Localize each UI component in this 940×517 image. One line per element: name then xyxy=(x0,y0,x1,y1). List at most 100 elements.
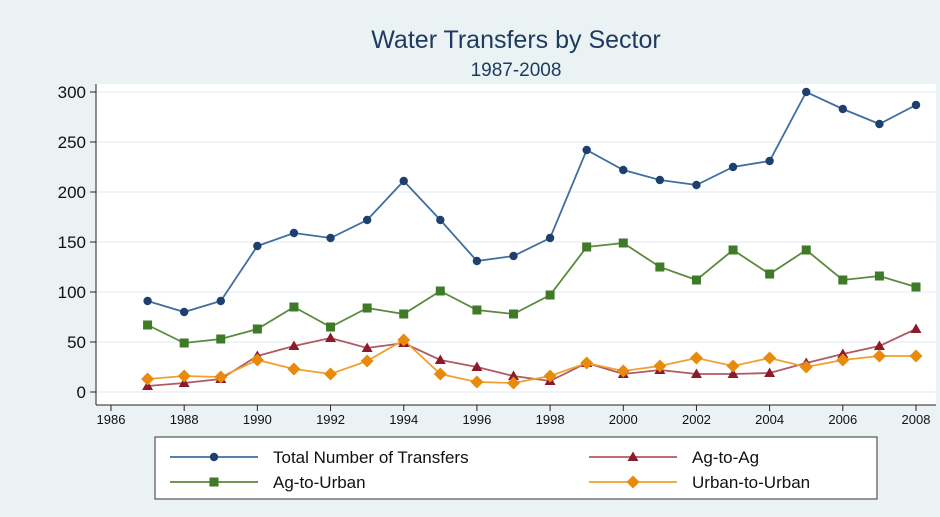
legend-marker-2 xyxy=(209,477,219,487)
series-line-2 xyxy=(147,242,917,344)
data-point xyxy=(619,165,628,175)
data-point xyxy=(470,375,484,389)
data-point xyxy=(726,359,740,373)
legend-label: Ag-to-Urban xyxy=(273,473,366,492)
data-point xyxy=(838,275,848,285)
data-point xyxy=(873,340,885,350)
data-point xyxy=(763,351,777,365)
y-tick-label: 300 xyxy=(58,83,86,102)
data-point xyxy=(141,372,155,386)
data-point xyxy=(435,286,445,296)
data-point xyxy=(472,256,482,266)
series-line-0 xyxy=(147,90,917,313)
data-point xyxy=(509,251,518,261)
data-point xyxy=(436,215,445,225)
data-point xyxy=(764,367,776,377)
data-point xyxy=(799,360,813,374)
axes: 0 50 100 150 200 250 300 1986 1988 1990 1992 1994 19… xyxy=(58,83,936,427)
y-tick-label: 0 xyxy=(77,383,86,402)
data-point xyxy=(875,119,884,129)
data-point xyxy=(911,100,921,110)
data-point xyxy=(582,145,591,155)
data-point xyxy=(399,176,408,186)
y-tick-label: 200 xyxy=(58,183,86,202)
series-line-3 xyxy=(147,338,916,384)
data-point xyxy=(326,322,336,332)
y-tick-label: 250 xyxy=(58,133,86,152)
x-tick-label: 1994 xyxy=(389,412,418,427)
data-point xyxy=(250,353,264,367)
x-tick-label: 1996 xyxy=(462,412,491,427)
data-point xyxy=(361,342,373,352)
data-point xyxy=(545,233,555,243)
data-point xyxy=(399,309,409,319)
data-point xyxy=(872,349,886,363)
data-point xyxy=(325,332,337,342)
data-point xyxy=(836,353,850,367)
data-point xyxy=(509,309,518,319)
legend: Total Number of Transfers Ag-to-Ag Ag-to-U… xyxy=(154,436,878,500)
data-point xyxy=(618,238,628,248)
data-point xyxy=(582,242,592,252)
data-point xyxy=(289,302,299,312)
x-tick-label: 2006 xyxy=(828,412,857,427)
chart-title: Water Transfers by Sector xyxy=(371,26,660,54)
y-tick-label: 100 xyxy=(58,283,86,302)
data-point xyxy=(655,175,665,185)
data-point xyxy=(909,349,923,363)
data-point xyxy=(727,368,739,378)
legend-label: Ag-to-Ag xyxy=(692,448,759,467)
data-point xyxy=(472,305,482,315)
data-point xyxy=(362,215,372,225)
data-point xyxy=(910,323,922,333)
legend-label: Total Number of Transfers xyxy=(273,448,469,467)
data-point xyxy=(287,362,301,376)
x-tick-label: 1998 xyxy=(536,412,565,427)
data-point xyxy=(728,245,738,255)
data-point xyxy=(653,359,667,373)
legend-box xyxy=(154,436,878,500)
data-point xyxy=(543,369,557,383)
x-tick-label: 1992 xyxy=(316,412,345,427)
x-tick-label: 1988 xyxy=(170,412,199,427)
data-point xyxy=(616,364,630,378)
data-point xyxy=(433,367,447,381)
data-point xyxy=(434,354,446,364)
x-tick-label: 1986 xyxy=(97,412,126,427)
data-point xyxy=(252,324,262,334)
data-point xyxy=(288,340,300,350)
data-point xyxy=(874,271,884,281)
x-tick-label: 1990 xyxy=(243,412,272,427)
data-point xyxy=(802,87,811,97)
data-point xyxy=(324,367,338,381)
x-tick-label: 2008 xyxy=(902,412,931,427)
plot-area xyxy=(96,84,936,405)
data-point xyxy=(362,303,372,313)
data-point xyxy=(507,376,520,390)
data-point xyxy=(253,241,262,251)
data-point xyxy=(143,296,152,306)
data-point xyxy=(508,370,519,380)
data-point xyxy=(689,351,703,365)
data-point xyxy=(692,180,701,190)
data-point xyxy=(360,354,374,368)
x-tick-label: 2000 xyxy=(609,412,638,427)
data-point xyxy=(838,104,848,114)
data-point xyxy=(289,228,299,238)
data-point xyxy=(580,356,594,370)
y-tick-label: 150 xyxy=(58,233,86,252)
data-point xyxy=(691,275,701,285)
series-group xyxy=(141,87,923,390)
data-point xyxy=(216,296,225,306)
data-point xyxy=(728,162,738,172)
data-point xyxy=(471,361,483,371)
series-line-1 xyxy=(147,328,917,387)
x-tick-label: 2002 xyxy=(682,412,711,427)
data-point xyxy=(801,245,811,255)
data-point xyxy=(911,282,921,292)
grid xyxy=(96,91,936,393)
data-point xyxy=(179,338,189,348)
data-point xyxy=(216,334,226,344)
data-point xyxy=(179,307,189,317)
